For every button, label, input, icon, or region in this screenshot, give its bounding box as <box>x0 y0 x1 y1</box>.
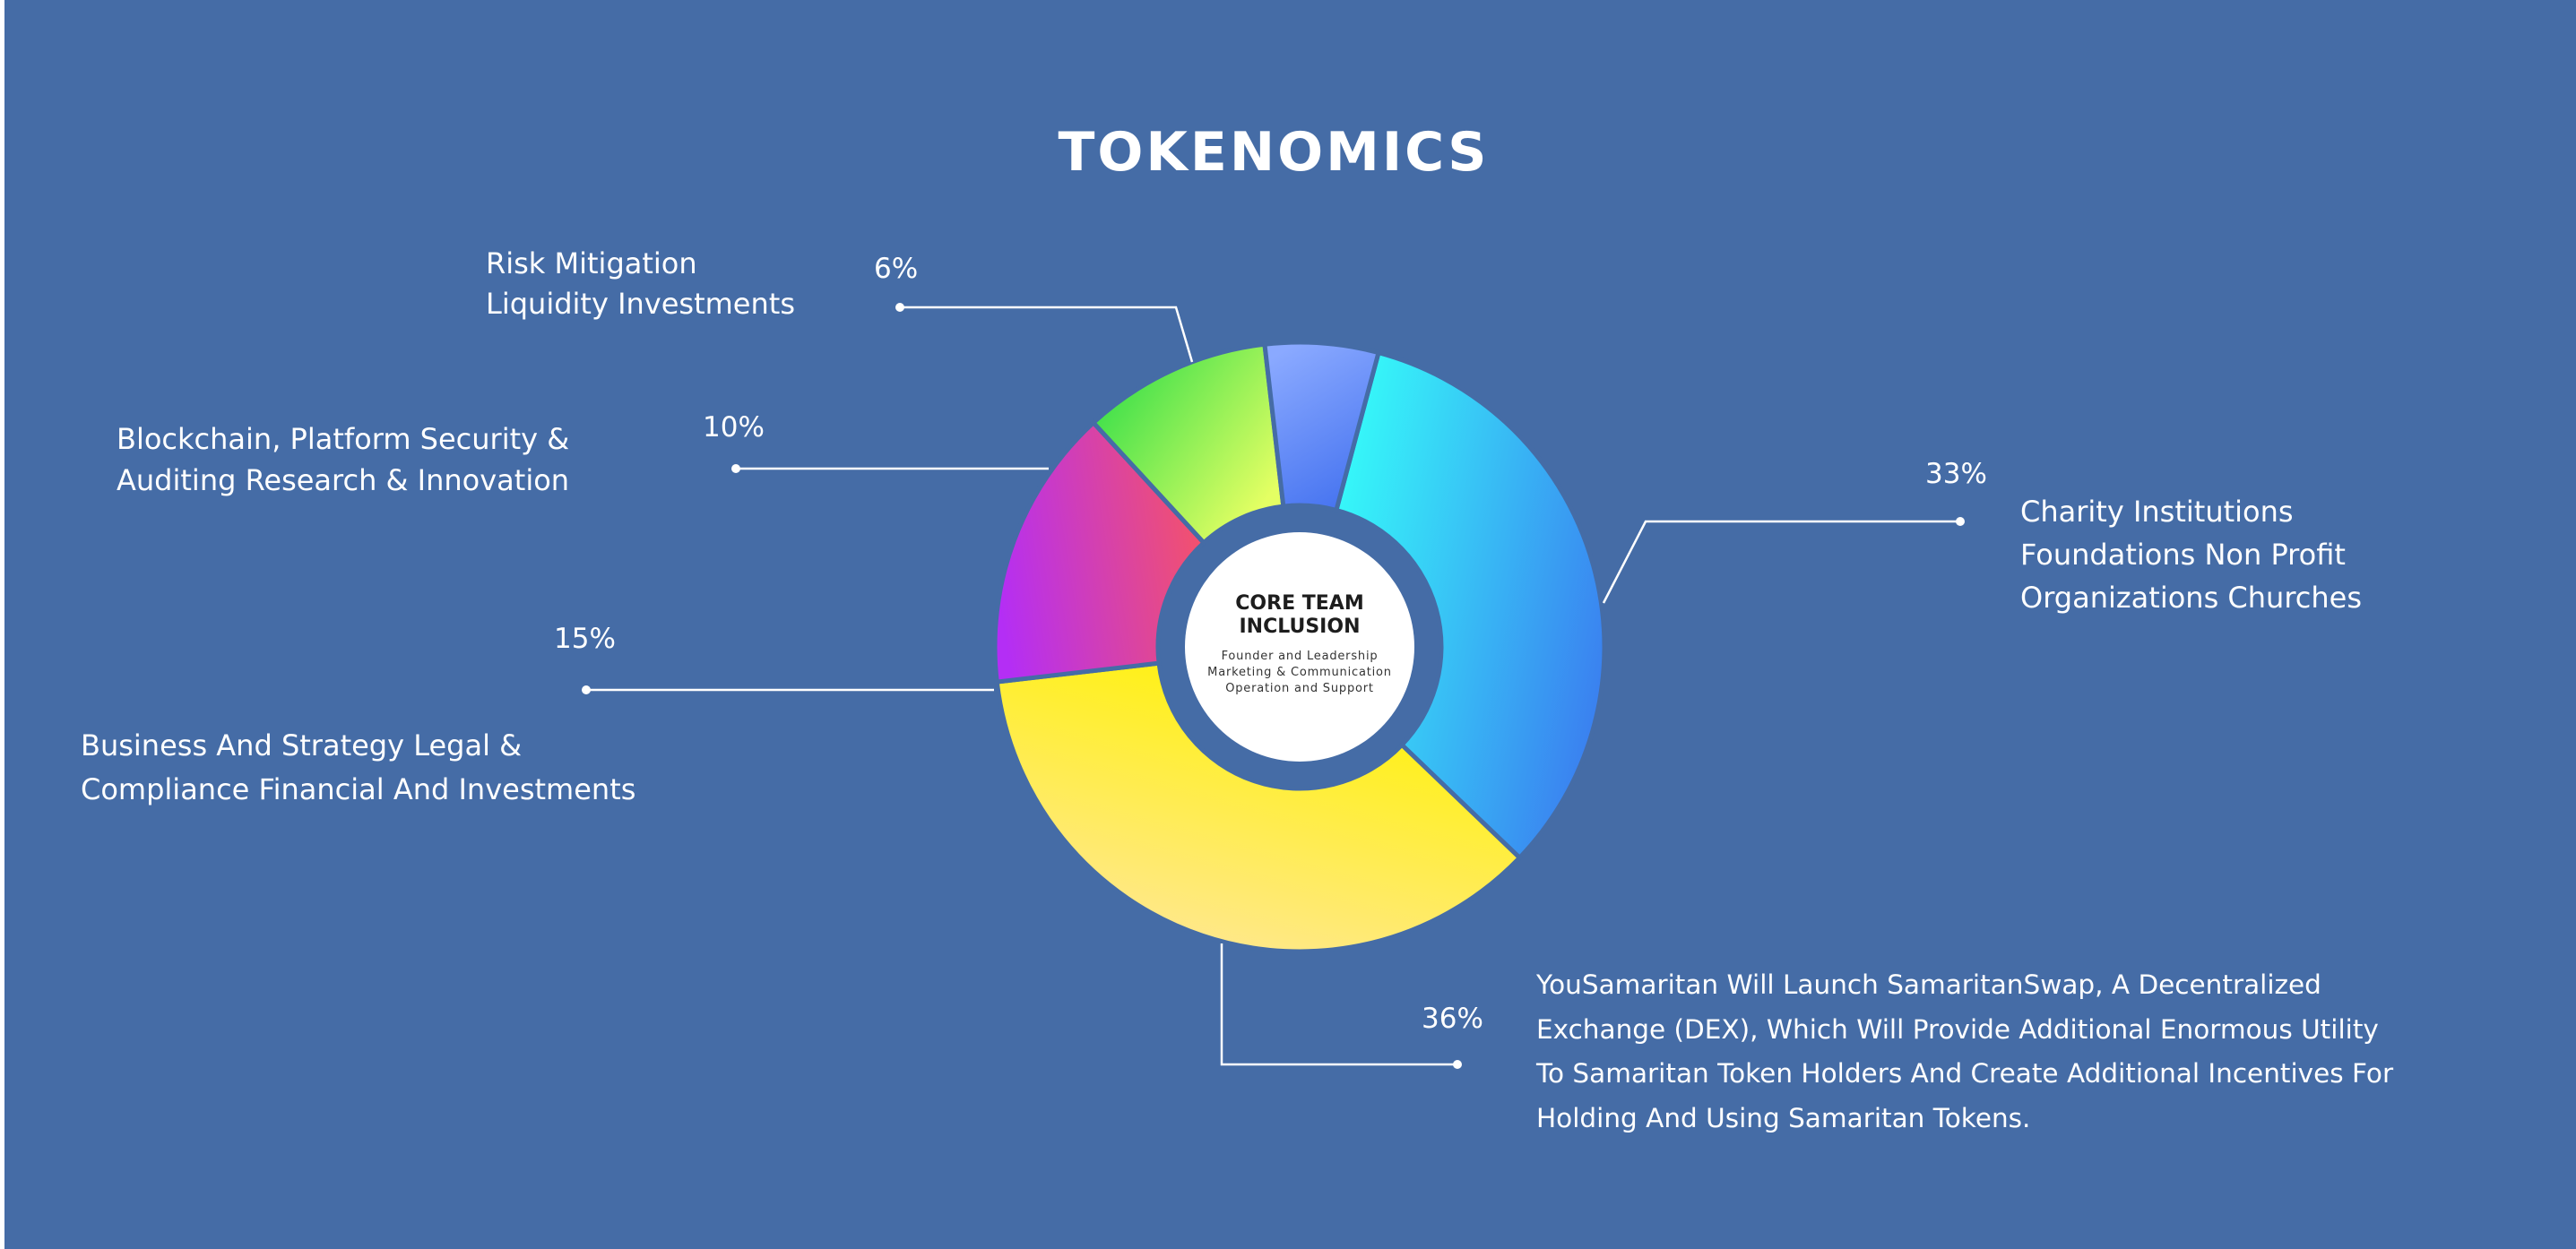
pct-label-15: 15% <box>554 623 616 655</box>
chart-title: TOKENOMICS <box>1058 121 1489 184</box>
leader-dot-6 <box>895 303 904 312</box>
leader-lines <box>582 303 1965 1069</box>
desc-line: To Samaritan Token Holders And Create Ad… <box>1535 1058 2394 1089</box>
desc-business-strategy: Business And Strategy Legal & Compliance… <box>81 728 635 806</box>
desc-line: Blockchain, Platform Security & <box>117 422 569 456</box>
center-core-circle <box>1185 532 1414 762</box>
pct-label-6: 6% <box>874 253 918 285</box>
leader-dot-33 <box>1956 517 1965 526</box>
desc-blockchain-security: Blockchain, Platform Security & Auditing… <box>117 422 569 497</box>
center-title-line-2: INCLUSION <box>1240 616 1361 638</box>
donut-slice-36pct <box>994 660 1523 954</box>
leader-line-36 <box>1220 943 1457 1066</box>
leader-dot-15 <box>582 685 591 694</box>
desc-line: Auditing Research & Innovation <box>117 463 569 497</box>
leader-dot-36 <box>1453 1060 1462 1069</box>
center-sub-line-3: Operation and Support <box>1225 682 1374 695</box>
pct-label-33: 33% <box>1925 458 1987 490</box>
desc-line: Holding And Using Samaritan Tokens. <box>1536 1103 2030 1133</box>
desc-line: Foundations Non Profit <box>2020 538 2346 572</box>
desc-line: Risk Mitigation <box>486 246 697 280</box>
desc-line: YouSamaritan Will Launch SamaritanSwap, … <box>1535 969 2321 1000</box>
desc-charity-institutions: Charity Institutions Foundations Non Pro… <box>2020 495 2362 615</box>
donut-slice-6pct <box>1262 340 1382 513</box>
center-sub-line-2: Marketing & Communication <box>1207 666 1392 679</box>
leader-dot-10 <box>731 464 740 473</box>
desc-line: Exchange (DEX), Which Will Provide Addit… <box>1536 1014 2379 1045</box>
donut-slice-33pct <box>1333 349 1607 861</box>
center-title-line-1: CORE TEAM <box>1235 592 1363 615</box>
desc-line: Compliance Financial And Investments <box>81 772 635 806</box>
desc-risk-mitigation: Risk Mitigation Liquidity Investments <box>486 246 795 321</box>
desc-line: Liquidity Investments <box>486 287 795 321</box>
pct-label-10: 10% <box>703 411 765 444</box>
desc-line: Charity Institutions <box>2020 495 2294 529</box>
desc-samaritan-swap: YouSamaritan Will Launch SamaritanSwap, … <box>1535 969 2394 1133</box>
pct-label-36: 36% <box>1422 1003 1483 1035</box>
donut-slices <box>992 340 1607 954</box>
desc-line: Organizations Churches <box>2020 581 2362 615</box>
leader-line-33 <box>1602 520 1960 604</box>
center-sub-line-1: Founder and Leadership <box>1222 650 1379 663</box>
desc-line: Business And Strategy Legal & <box>81 728 522 762</box>
leader-line-6 <box>900 306 1194 363</box>
